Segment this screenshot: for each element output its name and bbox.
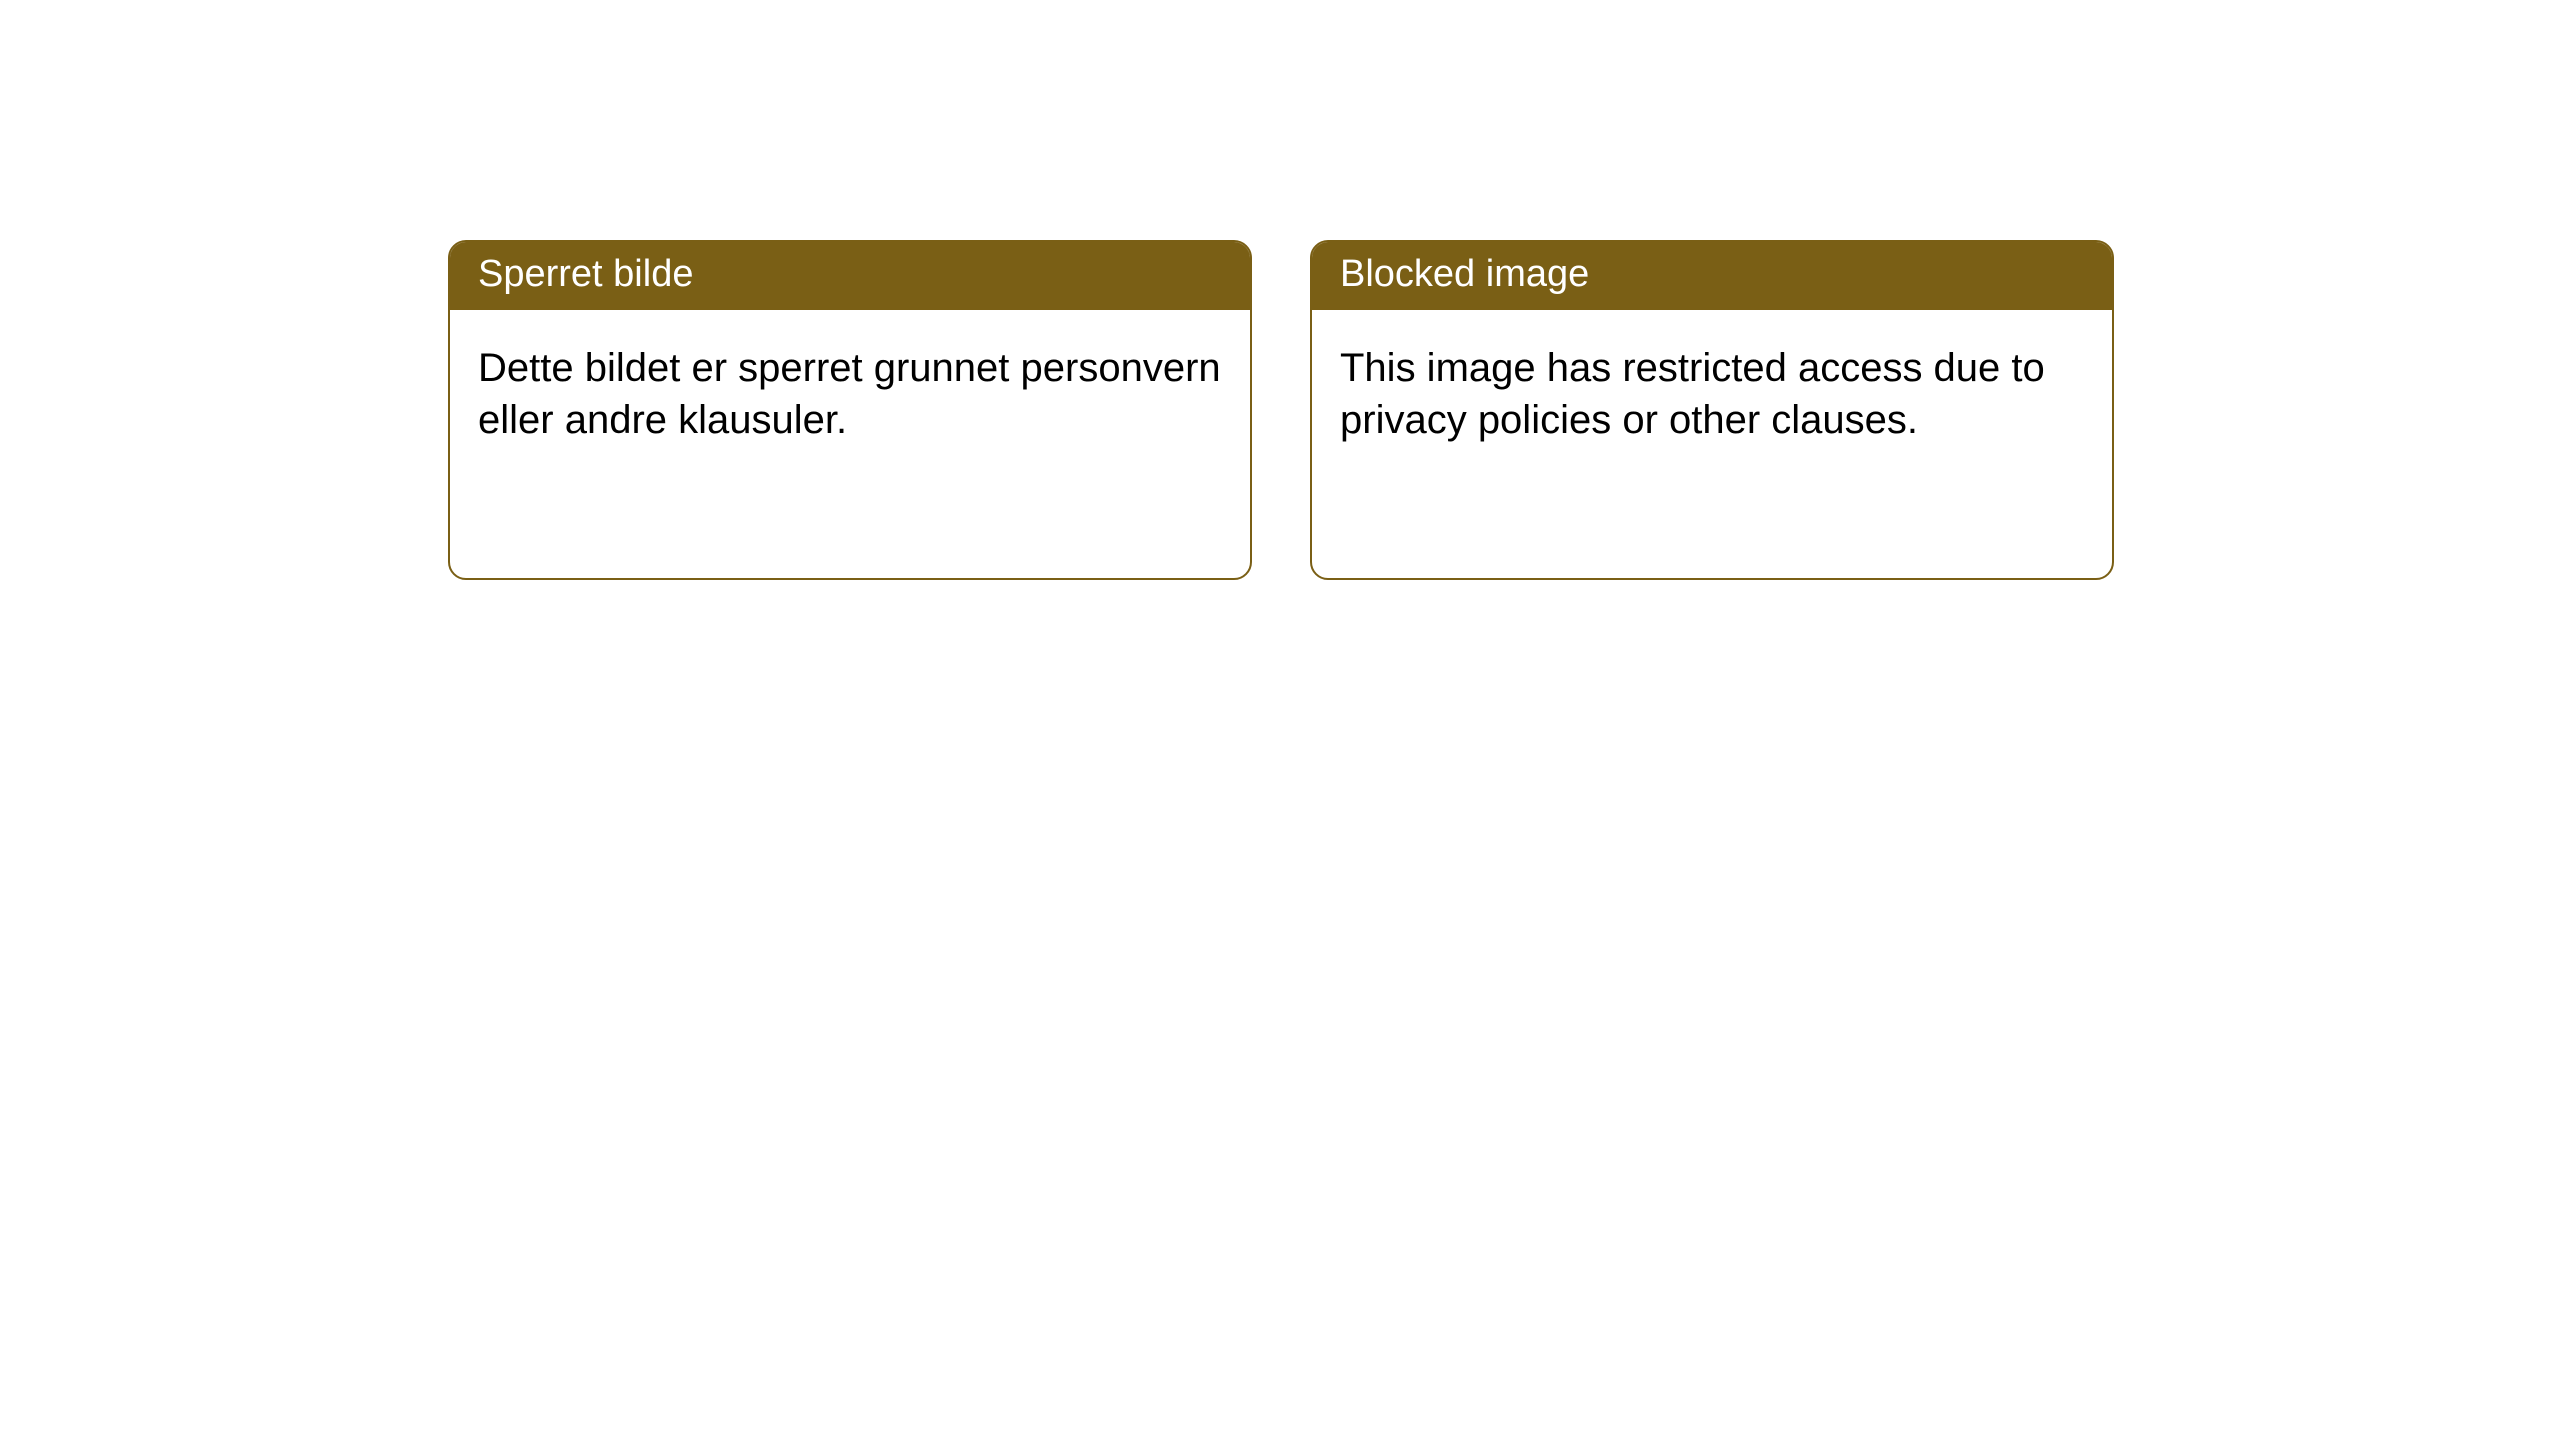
notice-body: Dette bildet er sperret grunnet personve… [450,310,1250,478]
notice-card-norwegian: Sperret bilde Dette bildet er sperret gr… [448,240,1252,580]
notice-container: Sperret bilde Dette bildet er sperret gr… [0,0,2560,580]
notice-text: Dette bildet er sperret grunnet personve… [478,346,1221,442]
notice-header: Sperret bilde [450,242,1250,310]
notice-title: Blocked image [1340,253,1589,295]
notice-text: This image has restricted access due to … [1340,346,2045,442]
notice-body: This image has restricted access due to … [1312,310,2112,478]
notice-title: Sperret bilde [478,253,693,295]
notice-card-english: Blocked image This image has restricted … [1310,240,2114,580]
notice-header: Blocked image [1312,242,2112,310]
